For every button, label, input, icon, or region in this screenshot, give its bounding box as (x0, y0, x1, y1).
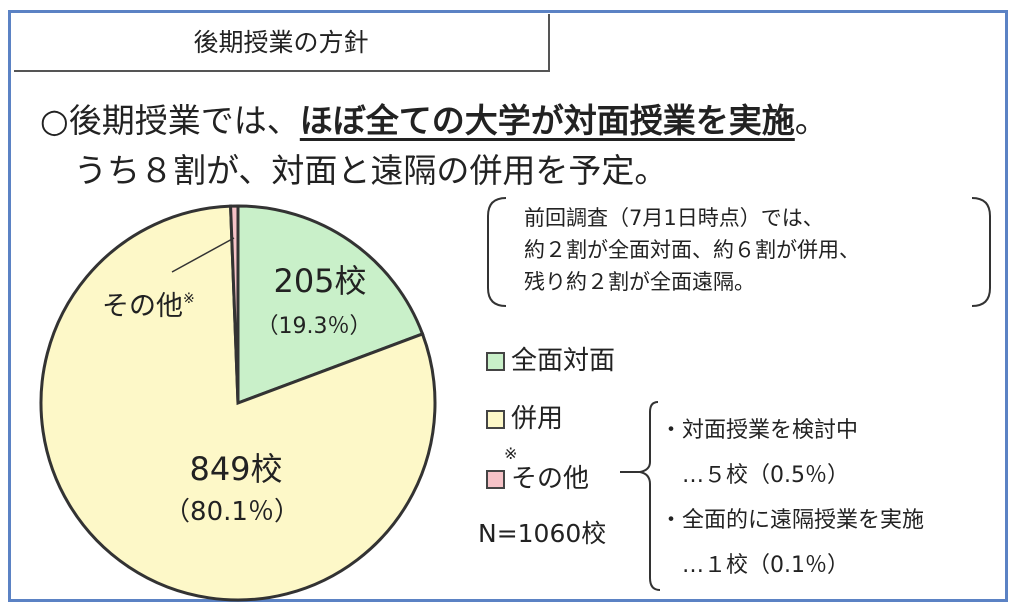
legend-label-other: その他 (511, 464, 590, 494)
note-line-3: 残り約２割が全面遠隔。 (524, 270, 755, 294)
legend-label-taimen: 全面対面 (511, 346, 616, 376)
pie-label-taimen-percent: （19.3％） (257, 314, 372, 339)
headline-prefix: ○後期授業では、 (40, 101, 300, 140)
note-line-1: 前回調査（7月1日時点）では、 (524, 206, 824, 230)
note-text: 前回調査（7月1日時点）では、 約２割が全面対面、約６割が併用、 残り約２割が全… (524, 202, 860, 298)
pie-slices (39, 204, 437, 602)
legend-note-mark: ※ (504, 444, 518, 463)
legend-label-heiyou: 併用 (511, 404, 564, 434)
note-line-2: 約２割が全面対面、約６割が併用、 (524, 238, 860, 262)
breakdown-label-1: ・対面授業を検討中 (660, 418, 859, 443)
legend-item-other: その他 (486, 458, 589, 495)
note-bracket-icon (487, 197, 991, 307)
pie-label-taimen-count: 205校 (273, 262, 366, 300)
pie-label-other: その他※ (102, 291, 195, 322)
legend-swatch-other (486, 470, 505, 489)
pie-label-heiyou-count: 849校 (189, 450, 282, 488)
other-leader-line (171, 237, 235, 273)
breakdown-value-2: …１校（0.1％） (682, 553, 849, 578)
other-breakdown: ・対面授業を検討中 …５校（0.5％） ・全面的に遠隔授業を実施 …１校（0.1… (660, 408, 924, 588)
pie-slice-other (229, 204, 240, 404)
breakdown-label-2: ・全面的に遠隔授業を実施 (660, 508, 925, 533)
previous-survey-note: 前回調査（7月1日時点）では、 約２割が全面対面、約６割が併用、 残り約２割が全… (484, 196, 994, 308)
sample-size: N=1060校 (478, 519, 607, 548)
legend-swatch-taimen (486, 352, 505, 371)
pie-slice-taimen (236, 204, 425, 406)
breakdown-value-1: …５校（0.5％） (682, 463, 849, 488)
headline-line-1: ○後期授業では、ほぼ全ての大学が対面授業を実施。 (40, 94, 828, 142)
headline-emphasis: ほぼ全ての大学が対面授業を実施 (299, 101, 795, 140)
legend-item-taimen: 全面対面 (486, 340, 615, 377)
pie-slice-heiyou (39, 204, 437, 602)
legend-item-heiyou: 併用 (486, 398, 563, 435)
pie-label-heiyou-percent: （80.1％） (164, 497, 300, 527)
headline-line-2: うち８割が、対面と遠隔の併用を予定。 (74, 151, 668, 190)
section-title: 後期授業の方針 (14, 14, 550, 72)
legend-swatch-heiyou (486, 410, 505, 429)
brace-icon (620, 401, 661, 591)
headline-suffix: 。 (794, 101, 828, 140)
